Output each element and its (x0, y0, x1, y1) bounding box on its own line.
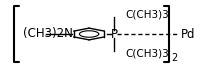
Text: Pd: Pd (180, 27, 195, 41)
Text: P: P (110, 27, 117, 41)
Text: (CH3)2N: (CH3)2N (23, 27, 72, 41)
Text: 2: 2 (171, 53, 177, 63)
Text: C(CH3)3: C(CH3)3 (126, 9, 170, 19)
Text: C(CH3)3: C(CH3)3 (126, 49, 170, 59)
